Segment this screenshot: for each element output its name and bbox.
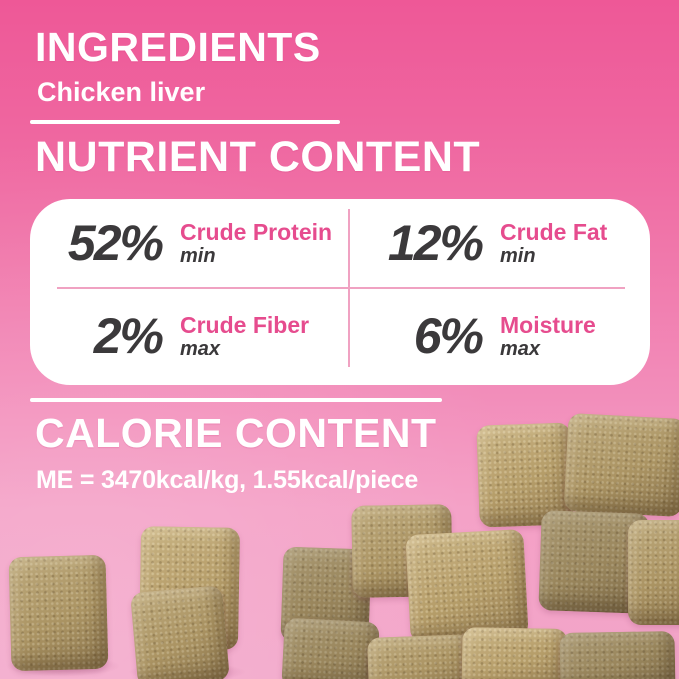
nutrient-label-block: Moisture max [500,313,596,359]
nutrient-item-moisture: 6% Moisture max [350,289,650,383]
ingredients-value: Chicken liver [37,77,206,107]
nutrient-value: 6% [413,308,484,364]
nutrient-item-crude-fiber: 2% Crude Fiber max [30,289,348,383]
treat-cube-icon [280,546,372,645]
card-horizontal-divider [57,287,625,289]
nutrient-label-block: Crude Fat min [500,220,607,266]
treat-cube-icon [461,627,568,679]
nutrient-value: 12% [387,215,484,271]
nutrient-label: Crude Fat [500,218,608,245]
treat-cube-icon [8,554,109,672]
treat-cube-icon [351,504,453,598]
nutrient-value: 2% [93,308,164,364]
treat-cube-icon [281,617,380,679]
cube-shadow [126,662,248,679]
cube-shadow [4,655,122,677]
nutrient-item-crude-fat: 12% Crude Fat min [350,199,650,287]
nutrient-qualifier: max [500,338,541,361]
calorie-value: ME = 3470kcal/kg, 1.55kcal/piece [36,466,419,494]
treat-cube-icon [130,585,230,679]
nutrient-label: Moisture [500,311,596,338]
section-divider [30,398,442,402]
nutrient-qualifier: max [180,338,221,361]
calorie-content-title: CALORIE CONTENT [35,410,437,456]
nutrient-label: Crude Protein [180,218,333,245]
ingredients-title: INGREDIENTS [35,24,321,70]
nutrient-content-title: NUTRIENT CONTENT [35,133,481,181]
nutrient-qualifier: min [180,245,216,268]
treat-cube-icon [563,412,679,518]
treat-cube-icon [138,526,241,650]
nutrient-value: 52% [67,215,164,271]
treat-cube-icon [476,422,574,528]
nutrient-label-block: Crude Protein min [180,220,332,266]
nutrient-qualifier: min [500,245,536,268]
treat-cube-icon [538,510,650,614]
nutrient-label: Crude Fiber [180,311,310,338]
treat-cube-icon [366,634,475,679]
section-divider [30,120,340,124]
treat-cube-icon [628,520,679,625]
nutrient-label-block: Crude Fiber max [180,313,309,359]
nutrient-card: 52% Crude Protein min 12% Crude Fat min … [30,199,650,385]
treat-cube-icon [405,528,529,644]
nutrient-item-crude-protein: 52% Crude Protein min [30,199,348,287]
treat-cube-icon [559,631,676,679]
